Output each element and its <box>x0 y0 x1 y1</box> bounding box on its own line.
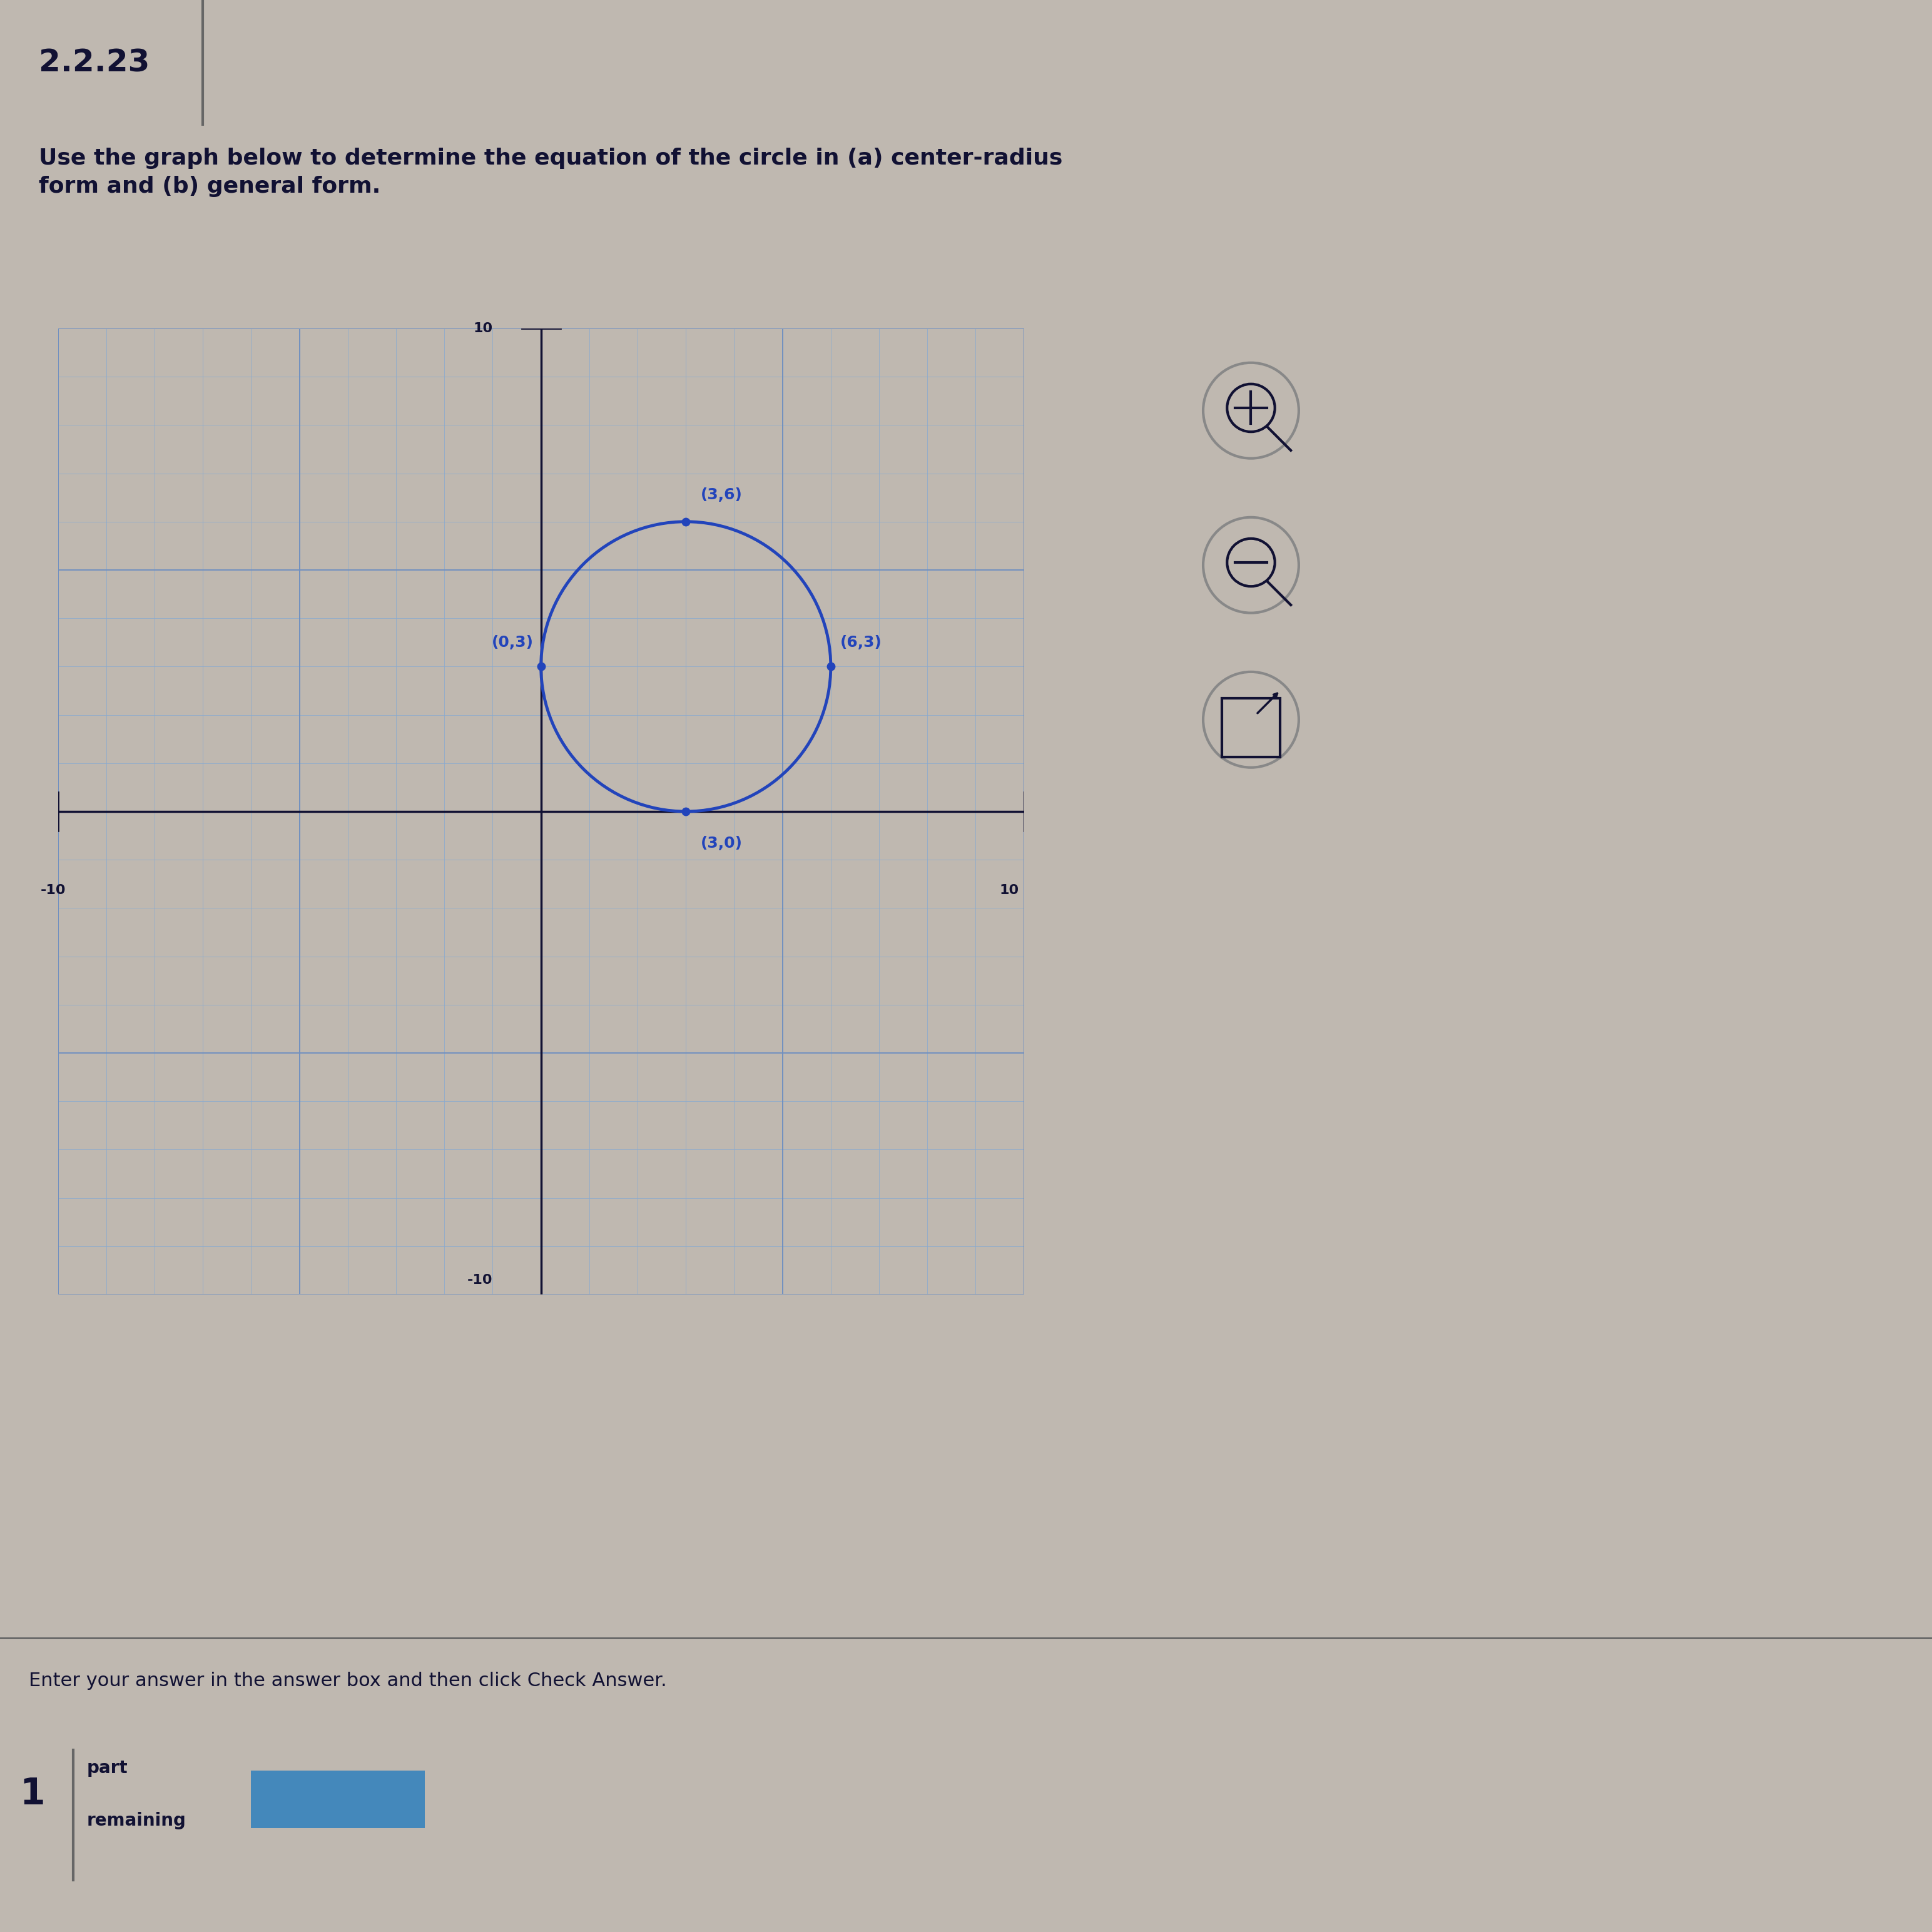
Text: (6,3): (6,3) <box>840 636 883 649</box>
Bar <box>251 1772 425 1828</box>
Text: -10: -10 <box>468 1273 493 1287</box>
Text: (3,6): (3,6) <box>701 487 742 502</box>
Text: 1: 1 <box>19 1776 44 1812</box>
Bar <box>1221 697 1281 757</box>
Text: 2.2.23: 2.2.23 <box>39 48 149 77</box>
Text: 10: 10 <box>473 323 493 334</box>
Text: Use the graph below to determine the equation of the circle in (a) center-radius: Use the graph below to determine the equ… <box>39 147 1063 197</box>
Text: (3,0): (3,0) <box>701 835 742 850</box>
Text: remaining: remaining <box>87 1812 185 1830</box>
Text: part: part <box>87 1760 128 1777</box>
Text: (0,3): (0,3) <box>493 636 533 649</box>
Text: Enter your answer in the answer box and then click Check Answer.: Enter your answer in the answer box and … <box>29 1671 667 1690</box>
Text: -10: -10 <box>41 883 66 896</box>
Text: 10: 10 <box>999 883 1020 896</box>
